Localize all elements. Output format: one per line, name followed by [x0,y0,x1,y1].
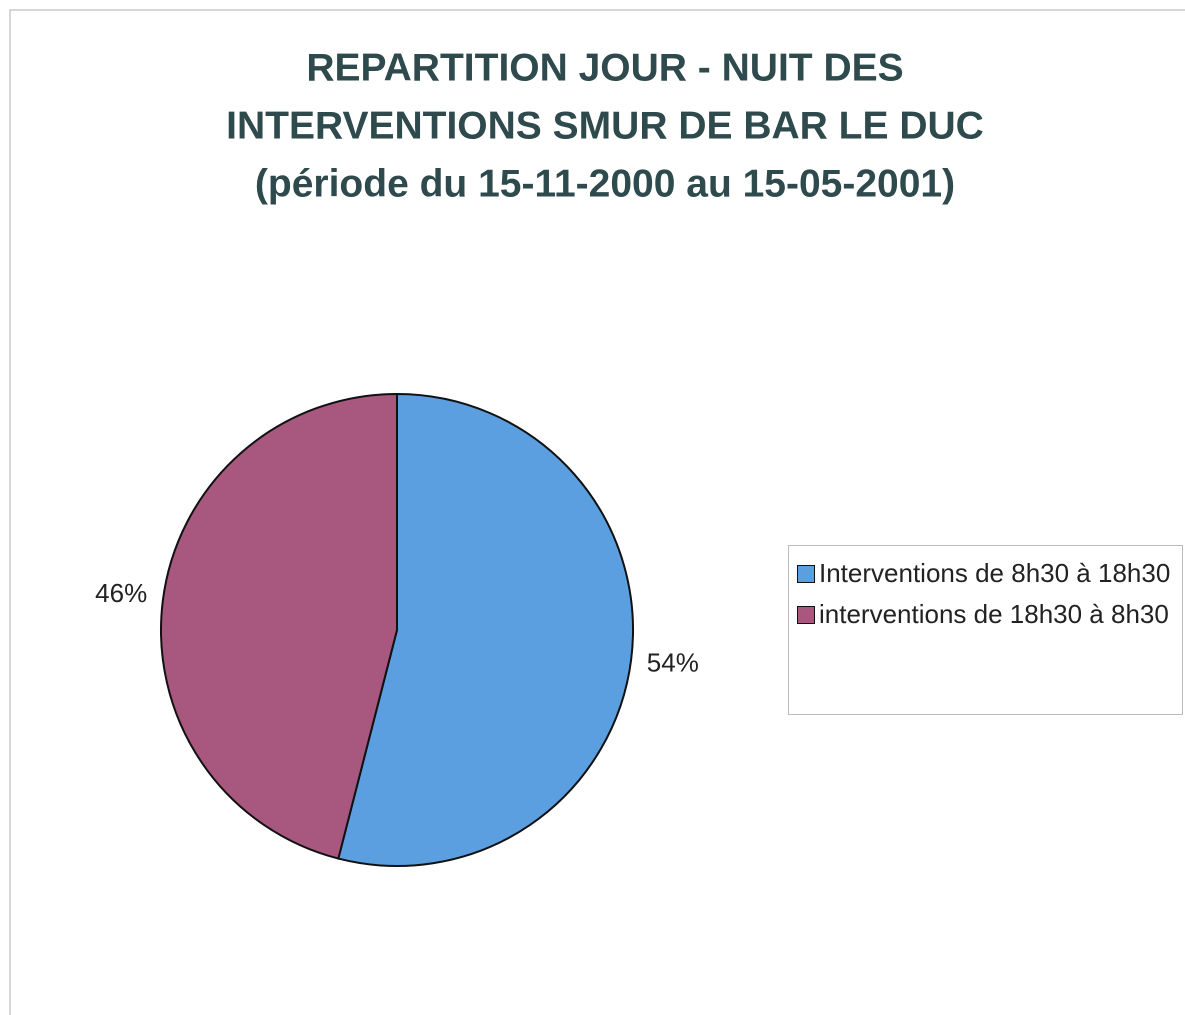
chart-title: INTERVENTIONS SMUR DE BAR LE DUC [226,104,984,147]
pie-slice [160,392,398,860]
legend-item: interventions de 18h30 à 8h30 [797,599,1174,630]
chart-title: (période du 15-11-2000 au 15-05-2001) [255,162,955,205]
legend-label: interventions de 18h30 à 8h30 [819,599,1169,629]
frame [9,9,1185,1015]
data-label: 46% [95,578,147,608]
data-label: 54% [647,648,699,678]
legend-swatch [797,606,815,624]
legend: Interventions de 8h30 à 18h30 interventio… [788,545,1183,715]
legend-item: Interventions de 8h30 à 18h30 [797,558,1174,589]
legend-label: Interventions de 8h30 à 18h30 [819,558,1171,588]
pie-slice [337,392,634,867]
chart-title: REPARTITION JOUR - NUIT DES [306,46,903,89]
legend-swatch [797,565,815,583]
